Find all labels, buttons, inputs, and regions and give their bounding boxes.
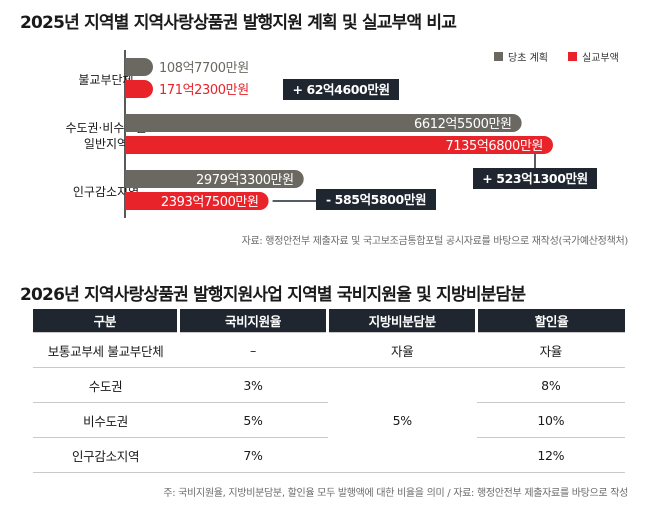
cell-national-rate: – bbox=[178, 332, 328, 368]
header-category: 구분 bbox=[33, 309, 179, 333]
bar-plan bbox=[125, 58, 153, 76]
table-header-row: 구분 국비지원율 지방비분담분 할인율 bbox=[33, 309, 625, 333]
cell-local-share bbox=[327, 437, 477, 473]
difference-label: - 585억5800만원 bbox=[326, 192, 426, 207]
header-discount-rate: 할인율 bbox=[475, 309, 625, 333]
cell-national-rate: 7% bbox=[178, 437, 328, 473]
bar-plan bbox=[125, 170, 304, 188]
cell-category: 비수도권 bbox=[33, 402, 179, 438]
bar-actual bbox=[125, 136, 553, 154]
data-label-actual: 7135억6800만원 bbox=[445, 139, 543, 154]
category-label: 일반지역 bbox=[84, 137, 128, 151]
legend-swatch-plan bbox=[494, 52, 503, 61]
difference-label: + 523억1300만원 bbox=[482, 171, 587, 186]
cell-category: 인구감소지역 bbox=[33, 437, 179, 473]
table-row: 비수도권 5% 5% 10% bbox=[33, 402, 625, 438]
data-label-actual: 171억2300만원 bbox=[159, 83, 249, 98]
cell-discount-rate: 10% bbox=[476, 402, 625, 438]
cell-category: 수도권 bbox=[33, 367, 179, 403]
header-local-share: 지방비분담분 bbox=[326, 309, 477, 333]
table-row: 수도권 3% 8% bbox=[33, 367, 625, 403]
cell-discount-rate: 8% bbox=[476, 367, 625, 403]
bar-actual bbox=[125, 80, 153, 98]
header-national-rate: 국비지원율 bbox=[176, 309, 328, 333]
table-source-note: 주: 국비지원율, 지방비분담분, 할인율 모두 발행액에 대한 비율을 의미 … bbox=[163, 488, 628, 499]
difference-label: + 62억4600만원 bbox=[292, 82, 389, 97]
category-label: 불교부단체 bbox=[78, 73, 133, 87]
table-row: 인구감소지역 7% 12% bbox=[33, 437, 625, 473]
difference-box bbox=[316, 189, 436, 210]
cell-discount-rate: 12% bbox=[476, 437, 625, 473]
cell-national-rate: 3% bbox=[178, 367, 328, 403]
difference-box bbox=[283, 79, 399, 100]
table-title: 2026년 지역사랑상품권 발행지원사업 지역별 국비지원율 및 지방비분담분 bbox=[20, 285, 526, 305]
cell-category: 보통교부세 불교부단체 bbox=[33, 332, 179, 368]
cell-local-share: 자율 bbox=[327, 332, 477, 368]
bar-actual bbox=[125, 192, 269, 210]
data-label-plan: 2979억3300만원 bbox=[196, 173, 294, 188]
category-label: 인구감소지역 bbox=[73, 185, 139, 199]
cell-discount-rate: 자율 bbox=[476, 332, 625, 368]
difference-box bbox=[473, 168, 597, 189]
cell-local-share: 5% bbox=[392, 412, 413, 428]
legend-swatch-actual bbox=[568, 52, 577, 61]
support-rate-table: 구분 국비지원율 지방비분담분 할인율 보통교부세 불교부단체 – 자율 자율 … bbox=[33, 309, 625, 473]
cell-national-rate: 5% bbox=[178, 402, 328, 438]
bar-plan bbox=[125, 114, 522, 132]
data-label-plan: 6612억5500만원 bbox=[414, 117, 512, 132]
data-label-plan: 108억7700만원 bbox=[159, 61, 249, 76]
data-label-actual: 2393억7500만원 bbox=[161, 195, 259, 210]
chart-title: 2025년 지역별 지역사랑상품권 발행지원 계획 및 실교부액 비교 bbox=[20, 13, 457, 33]
cell-local-share bbox=[327, 367, 477, 403]
chart-source-note: 자료: 행정안전부 제출자료 및 국고보조금통합포털 공시자료를 바탕으로 재작… bbox=[241, 236, 629, 247]
legend-label-plan: 당초 계획 bbox=[508, 52, 548, 64]
table-row: 보통교부세 불교부단체 – 자율 자율 bbox=[33, 332, 625, 368]
legend-label-actual: 실교부액 bbox=[582, 52, 619, 64]
